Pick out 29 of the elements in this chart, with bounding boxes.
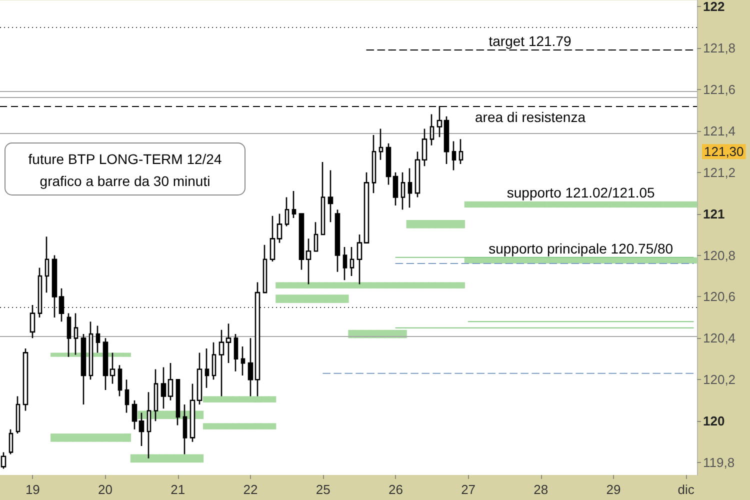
x-tick-label: 29 — [606, 482, 621, 497]
y-tick-label: 120,6 — [703, 289, 736, 304]
x-tick-label: dic — [678, 482, 695, 497]
x-tick-label: 28 — [534, 482, 548, 497]
y-tick-label: 120,2 — [703, 372, 736, 388]
series-label: supporto principale 120.75/80 — [488, 240, 674, 256]
y-tick-label: 120,4 — [703, 330, 736, 346]
y-tick-label: 121,4 — [703, 123, 736, 138]
x-tick-label: 20 — [98, 482, 113, 497]
y-tick-label: 119,8 — [703, 455, 735, 470]
y-tick-label: 122 — [703, 0, 725, 14]
x-tick-label: 25 — [316, 482, 330, 497]
x-tick-label: 22 — [243, 482, 258, 497]
y-tick-label: 121,6 — [703, 82, 736, 97]
y-tick-label: 120,8 — [703, 248, 736, 263]
series-label: target 121.79 — [488, 33, 572, 50]
x-tick-label: 27 — [461, 482, 476, 497]
x-tick-label: 26 — [388, 482, 403, 497]
annotation: area di resistenza — [475, 109, 586, 125]
y-tick-label: 121,2 — [703, 164, 736, 180]
y-tick-label: 120 — [703, 414, 725, 429]
text: 121,30 — [704, 144, 744, 160]
text: future BTP LONG-TERM 12/24 — [28, 151, 222, 167]
series-label: supporto 121.02/121.05 — [506, 184, 655, 200]
y-tick-label: 121,8 — [703, 40, 736, 56]
x-tick-label: 19 — [25, 482, 40, 497]
y-tick-label: 121 — [703, 206, 725, 222]
x-tick-label: 21 — [170, 482, 186, 497]
text: grafico a barre da 30 minuti — [40, 173, 210, 189]
